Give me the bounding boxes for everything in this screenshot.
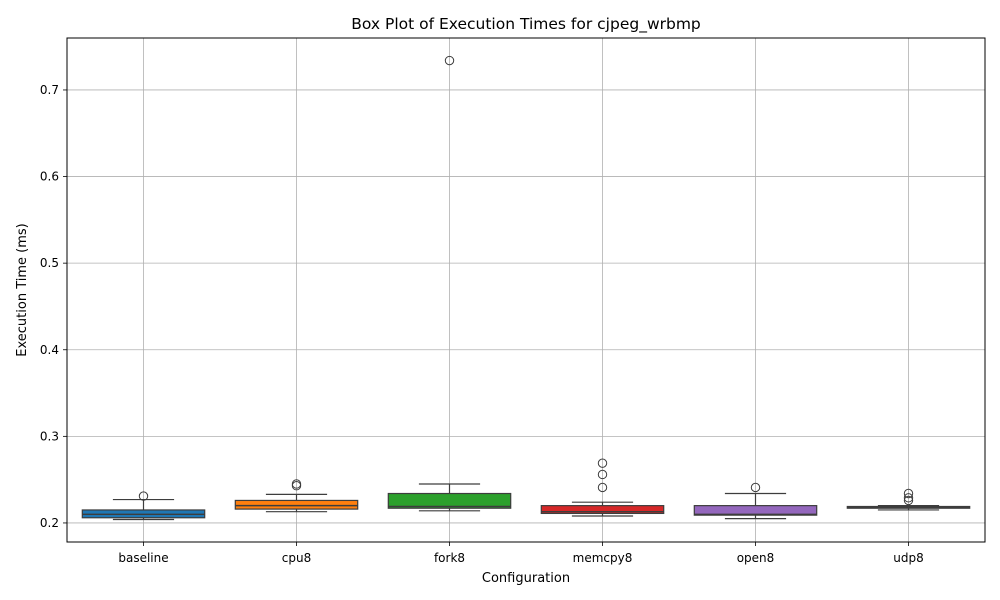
outlier-point — [903, 488, 914, 499]
plot-frame — [66, 37, 986, 543]
box-memcpy8 — [540, 458, 665, 517]
y-tick-label: 0.2 — [40, 516, 59, 530]
outlier-point — [903, 495, 914, 506]
y-tick-label: 0.3 — [40, 429, 59, 443]
box-open8 — [693, 482, 818, 520]
x-tick-label: baseline — [118, 551, 168, 565]
x-tick-label: memcpy8 — [573, 551, 633, 565]
outlier-point — [903, 493, 914, 503]
grid-lines — [67, 38, 985, 542]
box-body — [234, 499, 359, 510]
box-body — [540, 505, 665, 515]
outlier-point — [597, 458, 608, 468]
y-axis-label: Execution Time (ms) — [15, 223, 30, 356]
y-tick-label: 0.7 — [40, 83, 59, 97]
outlier-point — [597, 482, 608, 493]
x-tick-label: open8 — [737, 551, 775, 565]
x-tick-label: cpu8 — [282, 551, 311, 565]
box-baseline — [81, 491, 206, 521]
x-axis-label: Configuration — [482, 571, 570, 586]
chart-title: Box Plot of Execution Times for cjpeg_wr… — [351, 15, 701, 34]
box-fork8 — [387, 55, 512, 512]
outlier-point — [750, 482, 761, 493]
box-cpu8 — [234, 479, 359, 513]
boxes-group — [81, 55, 971, 521]
y-tick-label: 0.5 — [40, 256, 59, 270]
outlier-point — [291, 479, 302, 489]
ticks-group: 0.2 0.3 0.4 0.5 0.6 0.7 baseline cpu8 fork8 memcp… — [40, 83, 924, 565]
outlier-point — [597, 469, 608, 480]
y-tick-label: 0.4 — [40, 343, 59, 357]
x-tick-label: fork8 — [434, 551, 465, 565]
box-udp8 — [846, 488, 971, 511]
outlier-point — [444, 55, 455, 66]
box-body — [693, 505, 818, 516]
outlier-point — [138, 491, 149, 501]
box-body — [387, 492, 512, 509]
y-tick-label: 0.6 — [40, 170, 59, 184]
x-tick-label: udp8 — [893, 551, 923, 565]
